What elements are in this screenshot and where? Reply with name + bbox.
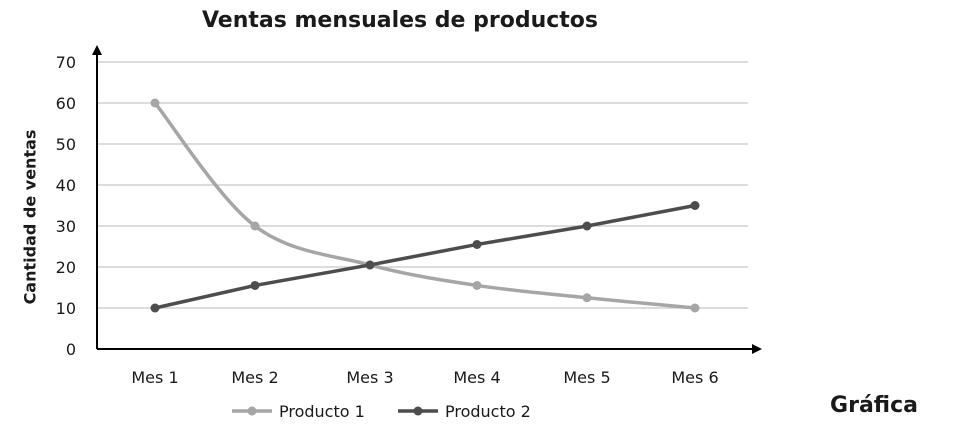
data-point-series-2 <box>150 303 160 313</box>
x-tick-label: Mes 6 <box>671 368 718 387</box>
data-point-series-2 <box>690 201 700 210</box>
series-line-2 <box>154 203 696 310</box>
x-tick-label: Mes 4 <box>453 368 500 387</box>
y-axis-arrow-icon <box>92 45 102 55</box>
legend-label-1: Producto 1 <box>279 402 365 421</box>
series-line-1 <box>153 101 696 310</box>
x-tick-label: Mes 2 <box>231 368 278 387</box>
x-tick-label: Mes 3 <box>346 368 393 387</box>
y-tick-label: 0 <box>66 340 76 359</box>
data-point-series-2 <box>365 260 375 270</box>
data-point-series-1 <box>472 280 482 290</box>
x-tick-label: Mes 5 <box>563 368 610 387</box>
y-tick-label: 30 <box>56 217 76 236</box>
legend-label-2: Producto 2 <box>445 402 531 421</box>
legend-marker-2 <box>413 406 423 416</box>
x-axis-arrow-icon <box>752 344 762 354</box>
y-tick-label: 70 <box>56 53 76 72</box>
y-tick-label: 20 <box>56 258 76 277</box>
data-point-series-1 <box>690 303 700 313</box>
x-tick-label: Mes 1 <box>131 368 178 387</box>
data-point-series-2 <box>250 280 260 290</box>
y-tick-label: 10 <box>56 299 76 318</box>
data-point-series-2 <box>582 221 592 231</box>
data-point-series-1 <box>150 98 160 108</box>
figure-caption: Gráfica <box>830 393 918 418</box>
data-point-series-1 <box>250 221 260 231</box>
data-point-series-1 <box>582 293 592 303</box>
chart-title: Ventas mensuales de productos <box>201 8 599 33</box>
data-point-series-2 <box>472 239 482 249</box>
legend-marker-1 <box>247 406 257 416</box>
y-tick-label: 60 <box>56 94 76 113</box>
y-tick-label: 50 <box>56 135 76 154</box>
y-tick-label: 40 <box>56 176 76 195</box>
